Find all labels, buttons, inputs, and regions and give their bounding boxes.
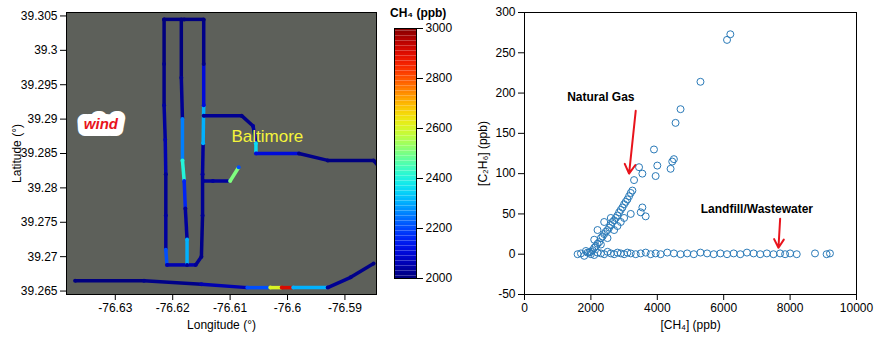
- svg-text:8000: 8000: [777, 301, 804, 315]
- svg-text:39.265: 39.265: [21, 284, 58, 298]
- svg-text:Landfill/Wastewater: Landfill/Wastewater: [701, 202, 814, 216]
- svg-text:150: 150: [495, 126, 515, 140]
- svg-text:[CH₄] (ppb): [CH₄] (ppb): [660, 318, 720, 332]
- svg-text:300: 300: [495, 5, 515, 19]
- svg-text:39.3: 39.3: [34, 43, 58, 57]
- html-text:CH₄ (ppb): CH₄ (ppb): [390, 6, 447, 20]
- svg-text:39.27: 39.27: [27, 250, 57, 264]
- svg-text:Latitude (°): Latitude (°): [10, 124, 24, 183]
- svg-text:6000: 6000: [710, 301, 737, 315]
- svg-text:2200: 2200: [426, 221, 453, 235]
- svg-text:10000: 10000: [840, 301, 874, 315]
- svg-text:39.28: 39.28: [27, 181, 57, 195]
- svg-text:-76.59: -76.59: [328, 301, 362, 315]
- svg-text:100: 100: [495, 166, 515, 180]
- svg-text:39.305: 39.305: [21, 9, 58, 23]
- svg-text:200: 200: [495, 86, 515, 100]
- svg-text:-76.62: -76.62: [156, 301, 190, 315]
- svg-text:4000: 4000: [644, 301, 671, 315]
- svg-text:Baltimore: Baltimore: [232, 127, 304, 146]
- svg-text:2600: 2600: [426, 121, 453, 135]
- svg-text:[C₂H₆] (ppb): [C₂H₆] (ppb): [476, 121, 490, 186]
- svg-text:39.295: 39.295: [21, 78, 58, 92]
- svg-text:39.29: 39.29: [27, 112, 57, 126]
- svg-text:50: 50: [502, 207, 516, 221]
- svg-text:3000: 3000: [426, 22, 453, 35]
- svg-text:0: 0: [521, 301, 528, 315]
- svg-text:39.285: 39.285: [21, 146, 58, 160]
- svg-text:-76.6: -76.6: [274, 301, 302, 315]
- svg-text:-76.63: -76.63: [98, 301, 132, 315]
- svg-text:-76.61: -76.61: [213, 301, 247, 315]
- svg-text:0: 0: [509, 247, 516, 261]
- svg-text:2400: 2400: [426, 171, 453, 185]
- svg-text:wind: wind: [84, 115, 119, 132]
- svg-text:2800: 2800: [426, 71, 453, 85]
- svg-text:Longitude (°): Longitude (°): [187, 318, 256, 332]
- svg-text:39.275: 39.275: [21, 215, 58, 229]
- svg-text:Natural Gas: Natural Gas: [567, 90, 635, 104]
- svg-text:2000: 2000: [426, 271, 453, 285]
- svg-text:250: 250: [495, 46, 515, 60]
- svg-text:2000: 2000: [578, 301, 605, 315]
- svg-text:-50: -50: [498, 287, 516, 301]
